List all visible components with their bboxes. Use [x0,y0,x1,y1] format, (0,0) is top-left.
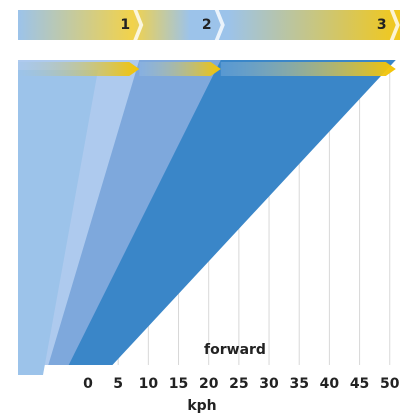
x-tick-label: 50 [380,376,400,392]
x-tick-label: 35 [289,376,308,392]
x-tick-label: 20 [199,376,219,392]
gear-arrow [18,62,140,76]
x-tick-label: 45 [350,376,369,392]
x-tick-label: 10 [139,376,159,392]
x-axis-title: kph [187,398,216,414]
left-strip [18,70,98,375]
gear-arrow [220,62,396,76]
x-tick-label: 25 [229,376,248,392]
gear-label: 2 [202,17,212,33]
gear-label: 1 [120,17,130,33]
top-bar [18,10,400,40]
x-tick-label: 30 [259,376,279,392]
x-tick-label: 15 [169,376,188,392]
gear-arrow [139,62,221,76]
x-tick-label: 40 [320,376,340,392]
annotation: forward [204,342,266,358]
gear-chevron [214,10,225,40]
gear-label: 3 [377,17,387,33]
x-tick-label: 5 [113,376,123,392]
gear-chevron [133,10,144,40]
gear-chevron [389,10,400,40]
x-tick-label: 0 [83,376,93,392]
